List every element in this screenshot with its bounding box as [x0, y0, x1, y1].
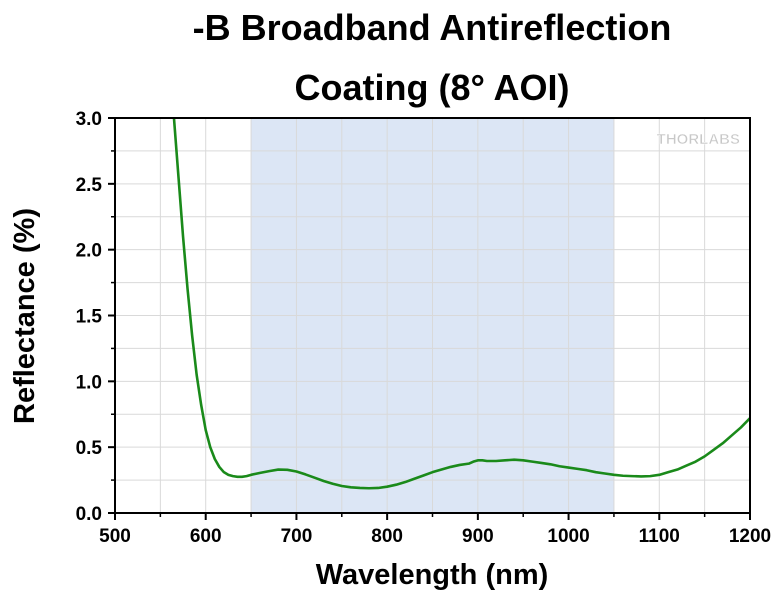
x-axis-label: Wavelength (nm): [316, 559, 549, 591]
x-tick-label: 700: [281, 526, 313, 547]
brand-watermark: THORLABS: [657, 131, 740, 148]
x-tick-label: 500: [99, 526, 131, 547]
chart-title-line-1: -B Broadband Antireflection: [193, 7, 672, 48]
y-tick-label: 1.0: [76, 372, 102, 393]
x-tick-label: 1100: [639, 526, 680, 547]
series-line: [172, 118, 750, 490]
y-tick-label: 0.5: [76, 438, 103, 459]
y-tick-label: 0.0: [76, 504, 102, 525]
x-tick-label: 1000: [547, 526, 589, 547]
x-tick-label: 800: [371, 526, 403, 547]
x-tick-label: 1200: [729, 526, 771, 547]
x-tick-label: 600: [190, 526, 222, 547]
x-tick-label: 900: [462, 526, 494, 547]
y-tick-label: 1.5: [76, 307, 103, 328]
y-tick-label: 2.5: [76, 175, 103, 196]
y-tick-label: 3.0: [76, 109, 102, 130]
y-axis-label: Reflectance (%): [9, 208, 41, 424]
chart-title-line-2: Coating (8° AOI): [294, 67, 569, 108]
y-tick-label: 2.0: [76, 241, 102, 262]
